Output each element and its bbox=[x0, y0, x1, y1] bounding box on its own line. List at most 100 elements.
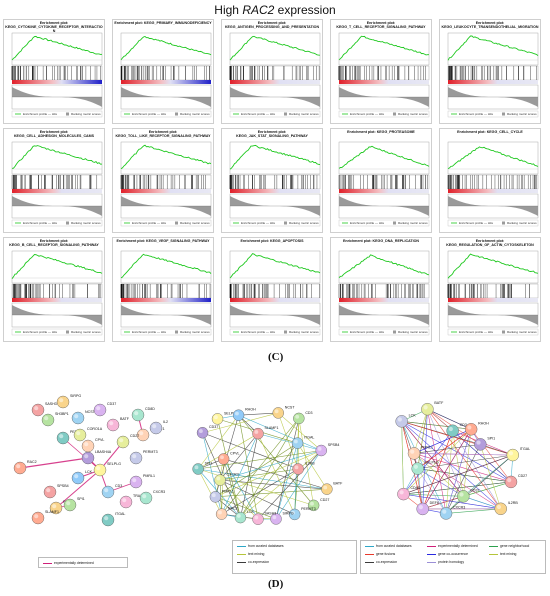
network-edge bbox=[223, 458, 241, 518]
legend-swatch bbox=[365, 561, 374, 563]
network-edge bbox=[417, 429, 472, 469]
network-node-label: IL2RB bbox=[305, 462, 316, 466]
legend-label: from curated databases bbox=[376, 544, 412, 548]
network-node-label: CXCR3 bbox=[227, 473, 239, 477]
gsea-plot: Enrichment profile — Hits Ranking metric … bbox=[11, 250, 103, 336]
network-node: RAC2 bbox=[13, 460, 37, 475]
network-node: SELPLG bbox=[93, 462, 121, 477]
gsea-plot: Enrichment profile — Hits Ranking metric … bbox=[338, 250, 430, 336]
network-node: CD3 bbox=[101, 484, 122, 499]
gsea-panel-heading: Enrichment plot: KEGG_PROTEASOME bbox=[347, 130, 415, 134]
gsea-gene-set-name: KEGG_B_CELL_RECEPTOR_SIGNALING_PATHWAY bbox=[9, 243, 99, 248]
gsea-plot: Enrichment profile — Hits Ranking metric … bbox=[447, 32, 539, 118]
network-node: RAC2 bbox=[215, 507, 238, 520]
network-node: ITGAL bbox=[506, 447, 530, 462]
gsea-panel-title: Enrichment plot: KEGG_VEGF_SIGNALING_PAT… bbox=[114, 239, 212, 243]
gsea-panel-title: Enrichment plot: KEGG_LEUKOCYTE_TRANSENDO… bbox=[441, 21, 539, 29]
network-legend-item: gene co-occurrence bbox=[427, 552, 468, 556]
gsea-legend-ranking: Ranking metric scores bbox=[507, 221, 537, 225]
legend-swatch bbox=[489, 553, 498, 555]
gsea-panel-heading: Enrichment plot: bbox=[366, 21, 396, 25]
gsea-panel: Enrichment plot: KEGG_TOLL_LIKE_RECEPTOR_… bbox=[112, 128, 214, 233]
network-node: CD37 bbox=[196, 425, 218, 439]
gsea-panel-title: Enrichment plot: KEGG_T_CELL_RECEPTOR_SIG… bbox=[332, 21, 430, 29]
legend-label: co-expression bbox=[376, 560, 398, 564]
network-edge bbox=[417, 468, 512, 483]
gsea-legend-ranking: Ranking metric scores bbox=[71, 112, 101, 116]
gsea-gene-set-name: KEGG_CYTOKINE_CYTOKINE_RECEPTOR_INTERACT… bbox=[5, 25, 103, 34]
gsea-legend-profile: Enrichment profile — Hits bbox=[23, 221, 58, 225]
enrichment-curve bbox=[338, 145, 430, 169]
network-edge bbox=[401, 421, 423, 509]
enrichment-curve bbox=[229, 253, 321, 279]
network-edge bbox=[277, 412, 299, 470]
network-legend-item: gene neighborhood bbox=[489, 544, 529, 548]
network-node: RHOH bbox=[464, 421, 489, 436]
legend-label: gene co-occurrence bbox=[438, 552, 468, 556]
network-edge bbox=[417, 454, 513, 469]
gsea-plot: Enrichment profile — Hits Ranking metric … bbox=[338, 141, 430, 227]
network-node: PMRL1 bbox=[129, 474, 155, 489]
network-node-label: CD27 bbox=[130, 434, 139, 438]
network-edge bbox=[413, 409, 428, 454]
network-node-label: LCK bbox=[247, 510, 255, 514]
gsea-panel: Enrichment plot: KEGG_T_CELL_RECEPTOR_SIG… bbox=[330, 19, 432, 124]
network-node: CD3 bbox=[446, 423, 467, 437]
network-edge bbox=[401, 421, 464, 497]
network-edge bbox=[403, 429, 472, 495]
gsea-legend-profile: Enrichment profile — Hits bbox=[350, 330, 385, 334]
network-edge bbox=[445, 444, 481, 514]
network-node-label: CXCR3 bbox=[453, 505, 465, 509]
network-node: IL2RB bbox=[292, 462, 316, 475]
network-node: IL2RB1 bbox=[149, 420, 168, 435]
network-edge bbox=[294, 443, 298, 515]
network-edge bbox=[401, 421, 404, 495]
network-edge bbox=[238, 412, 279, 416]
enrichment-curve bbox=[229, 35, 321, 61]
network-node-label: CD8E bbox=[410, 486, 420, 490]
gsea-legend-profile: Enrichment profile — Hits bbox=[132, 221, 167, 225]
network-edge bbox=[401, 421, 447, 514]
gsea-plot: Enrichment profile — Hits Ranking metric … bbox=[120, 250, 212, 336]
enrichment-curve bbox=[11, 254, 103, 279]
network-edge bbox=[403, 454, 513, 495]
gsea-gene-set-name: KEGG_TOLL_LIKE_RECEPTOR_SIGNALING_PATHWA… bbox=[115, 134, 211, 139]
legend-label: experimentally determined bbox=[438, 544, 478, 548]
gsea-panel-heading: Enrichment plot: bbox=[475, 239, 505, 243]
network-node-label: CD27 bbox=[320, 498, 329, 502]
gsea-gene-set-name: KEGG_T_CELL_RECEPTOR_SIGNALING_PATHWAY bbox=[336, 25, 426, 30]
network-legend-item: experimentally determined bbox=[427, 544, 478, 548]
network-edge bbox=[422, 429, 472, 510]
network-node: CD27 bbox=[504, 474, 527, 489]
gsea-panel-title: Enrichment plot: KEGG_JAK_STAT_SIGNALING_… bbox=[223, 130, 321, 138]
gsea-legend-profile: Enrichment profile — Hits bbox=[132, 330, 167, 334]
gsea-legend-ranking: Ranking metric scores bbox=[180, 330, 210, 334]
network-node: CPVL bbox=[81, 438, 104, 453]
network-edge bbox=[427, 409, 447, 514]
enrichment-curve bbox=[447, 35, 539, 61]
network-edge bbox=[297, 442, 328, 490]
network-edge bbox=[215, 442, 298, 498]
network-node-label: IL2RB bbox=[508, 501, 519, 505]
network-edge bbox=[223, 458, 327, 490]
network-node-label: LCK bbox=[85, 470, 93, 474]
network-node: CD27 bbox=[116, 434, 139, 449]
gsea-legend-profile: Enrichment profile — Hits bbox=[241, 330, 276, 334]
panel-label-c: (C) bbox=[268, 351, 284, 363]
network-node-label: SPI1 bbox=[487, 436, 495, 440]
gsea-panel-heading: Enrichment plot: KEGG_PRIMARY_IMMUNODEFI… bbox=[114, 21, 212, 25]
network-edge bbox=[445, 430, 453, 514]
network-edge bbox=[401, 421, 501, 510]
gsea-plot: Enrichment profile — Hits Ranking metric … bbox=[447, 141, 539, 227]
network-edge bbox=[413, 429, 472, 454]
gsea-legend-profile: Enrichment profile — Hits bbox=[23, 330, 58, 334]
network-edge bbox=[217, 418, 241, 518]
gsea-plot: Enrichment profile — Hits Ranking metric … bbox=[229, 32, 321, 118]
network-edge bbox=[422, 430, 453, 510]
network-node-label: CD37 bbox=[470, 488, 479, 492]
network-node: LCK bbox=[71, 470, 93, 485]
network-edge bbox=[221, 418, 300, 515]
network-edge bbox=[55, 469, 101, 509]
enrichment-curve bbox=[447, 253, 539, 279]
legend-swatch bbox=[237, 553, 246, 555]
